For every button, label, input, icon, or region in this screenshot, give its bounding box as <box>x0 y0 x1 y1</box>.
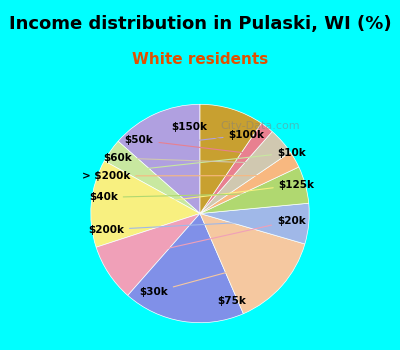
Wedge shape <box>104 141 200 214</box>
Wedge shape <box>200 203 309 244</box>
Text: $100k: $100k <box>171 130 264 144</box>
Text: Income distribution in Pulaski, WI (%): Income distribution in Pulaski, WI (%) <box>9 15 391 34</box>
Wedge shape <box>200 104 261 214</box>
Wedge shape <box>128 214 243 323</box>
Wedge shape <box>96 214 200 295</box>
Wedge shape <box>91 161 200 247</box>
Wedge shape <box>200 214 305 314</box>
Text: $50k: $50k <box>125 135 244 153</box>
Text: > $200k: > $200k <box>82 171 264 181</box>
Text: $30k: $30k <box>139 265 255 297</box>
Text: City-Data.com: City-Data.com <box>220 121 300 131</box>
Text: White residents: White residents <box>132 52 268 67</box>
Wedge shape <box>118 104 200 214</box>
Text: $75k: $75k <box>191 290 246 306</box>
Text: $10k: $10k <box>140 148 306 169</box>
Text: $60k: $60k <box>103 153 254 163</box>
Text: $40k: $40k <box>89 193 271 202</box>
Text: $150k: $150k <box>171 122 220 139</box>
Text: $125k: $125k <box>127 180 315 206</box>
Wedge shape <box>200 123 272 214</box>
Wedge shape <box>200 167 309 214</box>
Wedge shape <box>200 132 290 214</box>
Text: $200k: $200k <box>88 221 273 234</box>
Text: $20k: $20k <box>139 216 306 255</box>
Wedge shape <box>200 152 299 214</box>
